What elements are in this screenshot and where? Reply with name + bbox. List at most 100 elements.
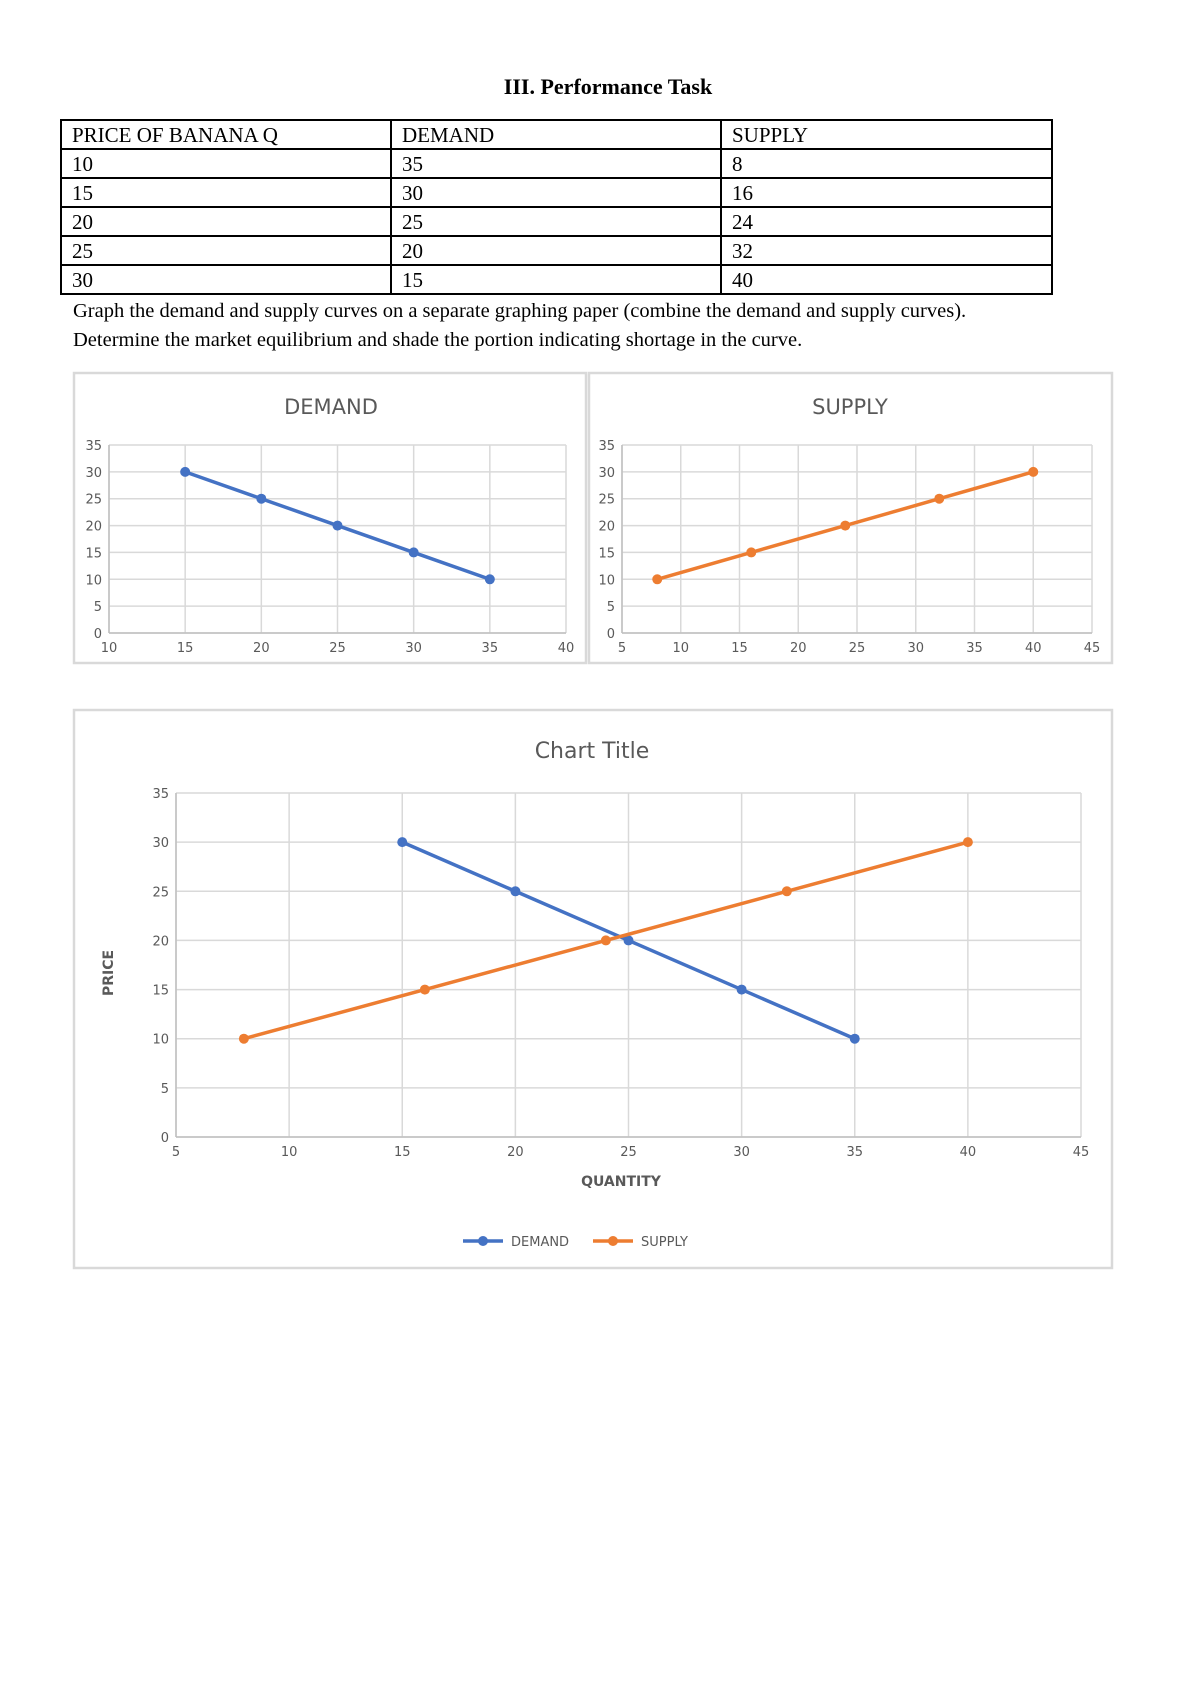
y-tick-label: 20	[152, 934, 169, 949]
data-point	[652, 574, 663, 585]
x-tick-label: 40	[558, 641, 575, 656]
table-cell-text: 35	[402, 152, 423, 176]
y-tick-label: 5	[94, 600, 102, 615]
x-tick-label: 25	[849, 641, 866, 656]
x-tick-label: 25	[620, 1145, 637, 1160]
data-point	[736, 984, 747, 995]
y-tick-label: 20	[598, 520, 615, 535]
instruction: Graph the demand and supply curves on a …	[73, 300, 966, 322]
x-tick-label: 45	[1084, 641, 1101, 656]
x-tick-label: 30	[733, 1145, 750, 1160]
chart-frame	[72, 371, 588, 665]
table-cell	[390, 177, 722, 208]
chart-title: DEMAND	[284, 395, 378, 419]
x-tick-label: 10	[281, 1145, 298, 1160]
table-cell-text: 32	[732, 239, 753, 263]
chart-title: SUPPLY	[812, 395, 888, 419]
table-cell	[60, 206, 392, 237]
legend-marker	[608, 1236, 618, 1246]
data-point	[849, 1033, 860, 1044]
legend-marker	[478, 1236, 488, 1246]
x-tick-label: 25	[329, 641, 346, 656]
data-point	[408, 547, 419, 558]
data-point	[934, 493, 945, 504]
x-tick-label: 35	[846, 1145, 863, 1160]
x-tick-label: 30	[907, 641, 924, 656]
y-tick-label: 25	[85, 493, 102, 508]
y-tick-label: 30	[85, 466, 102, 481]
table-cell-text: 15	[72, 181, 93, 205]
table-cell-text: 10	[72, 152, 93, 176]
y-tick-label: 5	[161, 1082, 169, 1097]
data-point	[180, 466, 191, 477]
data-point	[419, 984, 430, 995]
table-cell-text: 16	[732, 181, 753, 205]
table-cell	[60, 177, 392, 208]
x-tick-label: 5	[618, 641, 626, 656]
data-point	[781, 886, 792, 897]
x-tick-label: 15	[177, 641, 194, 656]
instruction: Determine the market equilibrium and sha…	[73, 329, 802, 351]
data-point	[484, 574, 495, 585]
x-tick-label: 5	[172, 1145, 180, 1160]
y-tick-label: 35	[85, 439, 102, 454]
table-cell-text: 15	[402, 268, 423, 292]
x-tick-label: 20	[790, 641, 807, 656]
table-cell-text: 20	[72, 210, 93, 234]
y-tick-label: 0	[161, 1131, 169, 1146]
data-point	[840, 520, 851, 531]
y-tick-label: 35	[598, 439, 615, 454]
y-tick-label: 10	[152, 1033, 169, 1048]
table-cell-text: 40	[732, 268, 753, 292]
data-point	[238, 1033, 249, 1044]
x-axis-label: QUANTITY	[581, 1174, 662, 1190]
x-tick-label: 15	[731, 641, 748, 656]
y-tick-label: 30	[598, 466, 615, 481]
data-point	[256, 493, 267, 504]
y-tick-label: 15	[85, 546, 102, 561]
x-tick-label: 10	[672, 641, 689, 656]
data-point	[623, 935, 634, 946]
x-tick-label: 30	[405, 641, 422, 656]
x-tick-label: 20	[253, 641, 270, 656]
y-tick-label: 20	[85, 520, 102, 535]
table-cell	[390, 264, 722, 295]
y-tick-label: 10	[85, 573, 102, 588]
x-tick-label: 35	[966, 641, 983, 656]
data-point	[332, 520, 343, 531]
chart-frame	[587, 371, 1114, 665]
table-cell-text: 24	[732, 210, 754, 234]
x-tick-label: 45	[1073, 1145, 1090, 1160]
data-point	[1028, 466, 1039, 477]
table-cell	[390, 206, 722, 237]
data-point	[962, 837, 973, 848]
legend-label: DEMAND	[511, 1235, 569, 1250]
chart-title: Chart Title	[535, 739, 650, 764]
table-cell-text: 25	[402, 210, 423, 234]
x-tick-label: 40	[960, 1145, 977, 1160]
table-cell	[60, 235, 392, 266]
y-tick-label: 35	[152, 787, 169, 802]
table-cell-text: 8	[732, 152, 743, 176]
y-tick-label: 5	[607, 600, 615, 615]
table-cell-text: PRICE OF BANANA Q	[72, 123, 278, 147]
y-tick-label: 25	[152, 885, 169, 900]
x-tick-label: 10	[101, 641, 118, 656]
y-tick-label: 30	[152, 836, 169, 851]
table-cell	[60, 264, 392, 295]
y-axis-label: PRICE	[101, 950, 117, 996]
table-cell	[720, 235, 1053, 266]
table-cell	[720, 264, 1053, 295]
table-cell	[390, 148, 722, 179]
x-tick-label: 35	[482, 641, 499, 656]
table-cell	[60, 148, 392, 179]
table-cell-text: 20	[402, 239, 423, 263]
table-cell-text: SUPPLY	[732, 123, 808, 147]
legend-label: SUPPLY	[641, 1235, 688, 1250]
y-tick-label: 25	[598, 493, 615, 508]
y-tick-label: 10	[598, 573, 615, 588]
data-point	[397, 837, 408, 848]
